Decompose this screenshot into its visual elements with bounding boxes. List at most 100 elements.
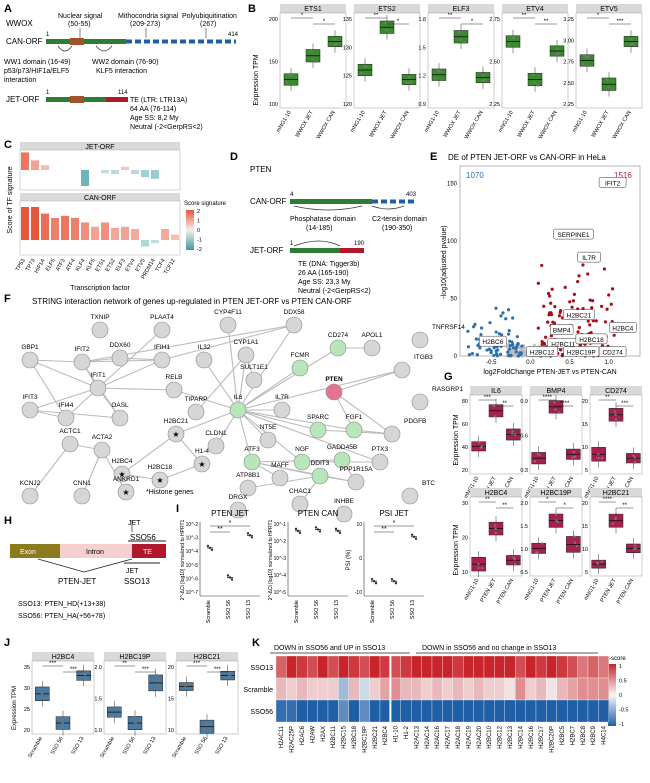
k-col-label: H2BC17: [539, 725, 545, 748]
histone-note: *Histone genes: [146, 489, 194, 496]
heatmap-cell: [494, 699, 505, 723]
node-label: PTEN: [325, 376, 343, 383]
network-edge: [237, 324, 295, 411]
e-x-tick: 0.5: [565, 360, 574, 366]
node-circle: [111, 409, 129, 427]
data-point: [614, 413, 617, 417]
data-point: [408, 76, 411, 79]
network-node: CYP1A1: [234, 339, 259, 364]
facet-title: CD274: [605, 388, 627, 395]
can-score-bar: [111, 227, 119, 240]
i-point: [414, 537, 418, 540]
network-edge: [29, 409, 121, 419]
sig-label: **: [605, 395, 610, 401]
network-edge: [29, 359, 99, 389]
tf-label: KLF5: [85, 258, 97, 272]
heatmap-cell: [577, 655, 589, 679]
y-tick-label: 1.0: [94, 728, 102, 734]
i-point: [336, 529, 340, 533]
y-tick-label: 10: [462, 570, 468, 576]
gene-label-box: [479, 335, 507, 347]
node-circle: [21, 487, 39, 505]
y-tick-label: 100: [269, 102, 278, 108]
y-tick-label: 2.50: [489, 60, 500, 66]
data-point: [44, 696, 47, 699]
facet-title: BMP4: [546, 388, 565, 395]
facet-strip: [502, 4, 568, 13]
y-tick-label: 40: [462, 445, 468, 451]
node-circle: [383, 425, 401, 443]
volcano-point-up: [540, 339, 544, 344]
volcano-point-down: [498, 352, 503, 357]
volcano-point-down: [499, 314, 503, 318]
k-col-label: H2AC6: [300, 725, 306, 745]
x-tick-label: Scramble: [171, 736, 188, 759]
heatmap-cell: [535, 699, 547, 723]
network-node: CLDN1: [205, 430, 227, 455]
data-point: [40, 692, 44, 695]
node-circle: [229, 501, 247, 519]
volcano-point-ns: [523, 346, 526, 350]
data-point: [494, 531, 498, 535]
data-point: [155, 673, 159, 677]
k-col-label: H2BC5: [560, 725, 566, 745]
volcano-point-up: [540, 263, 544, 268]
data-point: [511, 430, 514, 433]
y-tick-label: 120: [343, 102, 352, 108]
node-circle: [21, 401, 39, 419]
facet-title: ETV4: [526, 6, 544, 13]
heatmap-cell: [567, 699, 578, 723]
y-tick-label: 30: [462, 501, 468, 507]
gene-label: BMP4: [553, 328, 571, 335]
i-point: [248, 534, 252, 537]
data-point: [634, 547, 637, 550]
x-tick-label: mNG1-10: [463, 578, 480, 602]
network-node: ★ H2BC4: [112, 458, 133, 483]
sig-label: *: [563, 503, 566, 509]
facet-ets2: ETS2 120 125 130 135 mNG1-10 WWOX JET WWOX CAN *…: [343, 4, 421, 140]
can-score-bar: [41, 213, 49, 240]
data-point: [135, 723, 139, 726]
data-point: [513, 558, 516, 561]
volcano-point-up: [600, 304, 604, 308]
heatmap-cell: [379, 655, 391, 679]
data-point: [462, 41, 466, 44]
network-node: ATF3: [243, 446, 261, 471]
node-label: TXNIP: [90, 314, 109, 321]
k-col-label: H2BC10: [487, 725, 493, 748]
heatmap-cell: [296, 677, 308, 701]
data-point: [384, 21, 387, 25]
data-point: [508, 43, 511, 46]
i-point: [210, 548, 214, 552]
h-exon-label: Exon: [20, 549, 36, 556]
facet-title: H2BC4: [485, 490, 508, 497]
heatmap-cell: [431, 699, 443, 723]
node-circle: [195, 351, 213, 369]
gene-label-box: [577, 251, 601, 263]
volcano-point-down: [514, 346, 518, 351]
i-y-tick: -10: [355, 590, 362, 596]
network-edge: [97, 359, 163, 389]
volcano-point-down: [494, 306, 498, 310]
data-point: [630, 38, 633, 41]
network-edge: [237, 367, 301, 411]
volcano-point-up: [548, 294, 552, 298]
node-label: GADD45B: [327, 444, 357, 451]
data-point: [536, 84, 540, 87]
wwox-nuclear-box: [70, 38, 84, 45]
facet-ets1: ETS1 100 150 200 mNG1-10 WWOX JET WWOX CAN * *: [269, 4, 347, 140]
data-point: [289, 74, 292, 77]
sig-label: ****: [560, 401, 570, 407]
facet-h2bc21: H2BC21 10 15 20 Scramble SSO 56 SSO 13 *** ***: [168, 652, 239, 759]
heatmap-cell: [535, 655, 547, 679]
node-circle: [165, 381, 183, 399]
pten-te-type: TE (DNA: Tigger3b): [298, 261, 359, 268]
nuclear-signal-range: (50-55): [68, 21, 91, 28]
volcano-point-down: [511, 316, 515, 320]
data-point: [83, 673, 87, 676]
volcano-point-down: [515, 335, 519, 339]
node-circle: [329, 339, 347, 357]
x-tick-label: SSO 13: [215, 736, 230, 756]
network-node: IFIT1: [89, 372, 107, 397]
x-tick-label: mNG1-10: [498, 110, 515, 134]
